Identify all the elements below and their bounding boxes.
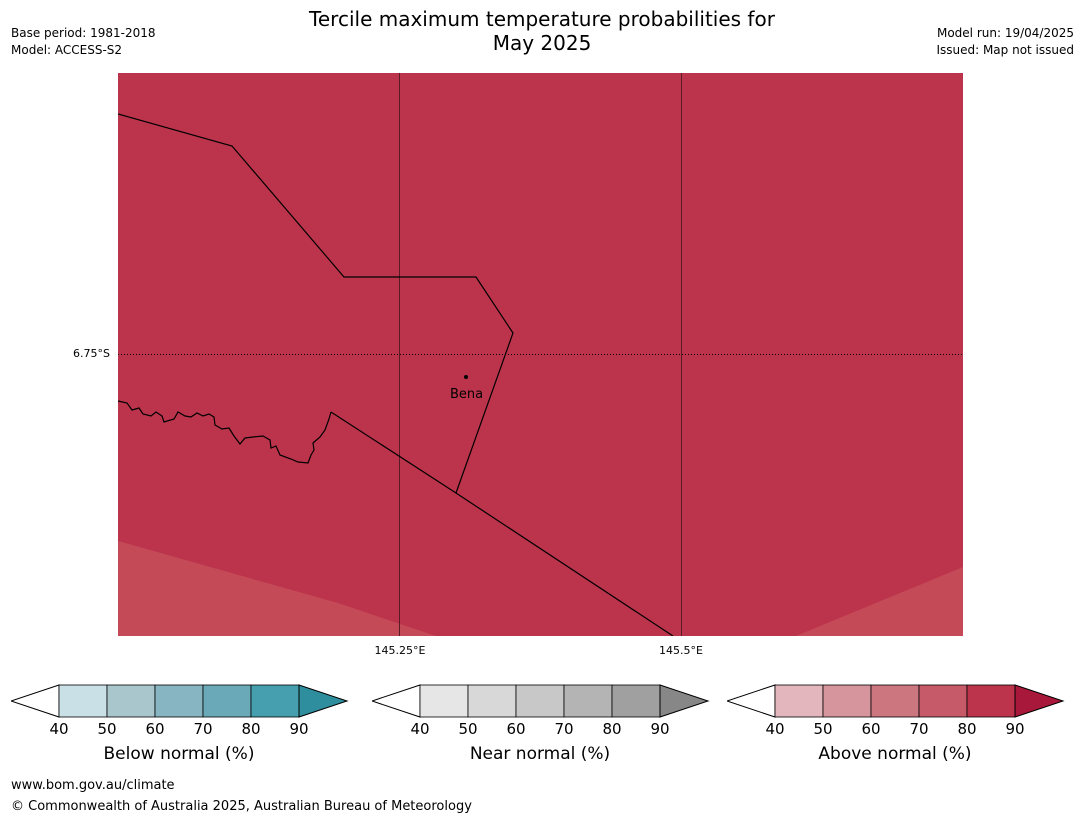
colorbar-extend-high	[1014, 684, 1065, 718]
metadata-left: Base period: 1981-2018 Model: ACCESS-S2	[11, 25, 156, 59]
colorbar-tick-label: 50	[813, 720, 833, 738]
probability-fill-lighter-southeast	[796, 567, 963, 636]
colorbar-segment	[611, 684, 661, 718]
colorbar-tick-label: 60	[506, 720, 526, 738]
colorbar-extend-high	[298, 684, 349, 718]
colorbar-segment	[58, 684, 108, 718]
copyright-text: © Commonwealth of Australia 2025, Austra…	[11, 799, 472, 814]
colorbar-segment	[918, 684, 968, 718]
colorbar-segment	[106, 684, 156, 718]
province-boundary-north	[118, 113, 514, 494]
colorbar-tick-label: 80	[602, 720, 622, 738]
colorbar-segment	[202, 684, 252, 718]
colorbar-tick-label: 70	[193, 720, 213, 738]
colorbar-tick-label: 80	[957, 720, 977, 738]
colorbar-segment	[822, 684, 872, 718]
map-title: Tercile maximum temperature probabilitie…	[242, 7, 842, 55]
colorbar-segment	[250, 684, 300, 718]
probability-fill-lighter-southwest	[118, 541, 436, 636]
colorbar-tick-label: 40	[410, 720, 430, 738]
title-line-1: Tercile maximum temperature probabilitie…	[309, 7, 775, 31]
probability-fill	[118, 73, 963, 636]
legend-label-below-normal: Below normal (%)	[103, 744, 255, 764]
colorbar-extend-low	[11, 684, 60, 718]
longitude-label-145-5: 145.5°E	[659, 644, 703, 657]
colorbar-tick-label: 70	[554, 720, 574, 738]
legend-label-above-normal: Above normal (%)	[818, 744, 972, 764]
colorbar-above-normal	[727, 684, 1065, 718]
title-line-2: May 2025	[492, 31, 592, 55]
website-link[interactable]: www.bom.gov.au/climate	[11, 778, 175, 793]
colorbar-segment	[467, 684, 517, 718]
base-period-text: Base period: 1981-2018	[11, 26, 156, 40]
colorbar-segment	[154, 684, 204, 718]
colorbar-segment	[870, 684, 920, 718]
colorbar-segment	[966, 684, 1016, 718]
colorbar-tick-label: 90	[1005, 720, 1025, 738]
colorbar-segment	[563, 684, 613, 718]
colorbar-tick-label: 80	[241, 720, 261, 738]
colorbar-extend-low	[372, 684, 421, 718]
model-text: Model: ACCESS-S2	[11, 43, 123, 57]
colorbar-extend-low	[727, 684, 776, 718]
colorbar-extend-high	[659, 684, 710, 718]
colorbar-tick-label: 60	[145, 720, 165, 738]
colorbar-segment	[774, 684, 824, 718]
issued-text: Issued: Map not issued	[936, 43, 1074, 57]
town-label: Bena	[450, 387, 484, 402]
colorbar-segment	[515, 684, 565, 718]
colorbar-tick-label: 50	[97, 720, 117, 738]
longitude-label-145-25: 145.25°E	[374, 644, 426, 657]
colorbar-tick-label: 90	[650, 720, 670, 738]
colorbar-near-normal	[372, 684, 710, 718]
colorbar-tick-label: 70	[909, 720, 929, 738]
colorbar-tick-label: 40	[765, 720, 785, 738]
metadata-right: Model run: 19/04/2025 Issued: Map not is…	[936, 25, 1074, 59]
model-run-text: Model run: 19/04/2025	[936, 26, 1074, 40]
colorbar-below-normal	[11, 684, 349, 718]
colorbar-tick-label: 90	[289, 720, 309, 738]
colorbar-tick-label: 50	[458, 720, 478, 738]
colorbar-tick-label: 40	[49, 720, 69, 738]
coastline	[118, 400, 332, 464]
colorbar-segment	[419, 684, 469, 718]
legend-label-near-normal: Near normal (%)	[469, 744, 611, 764]
map-panel[interactable]	[118, 73, 963, 636]
town-marker	[464, 375, 468, 379]
province-boundary-south	[330, 411, 674, 636]
colorbar-tick-label: 60	[861, 720, 881, 738]
footer: www.bom.gov.au/climate © Commonwealth of…	[11, 775, 472, 817]
latitude-label: 6.75°S	[73, 347, 110, 360]
map-canvas[interactable]	[118, 73, 963, 636]
